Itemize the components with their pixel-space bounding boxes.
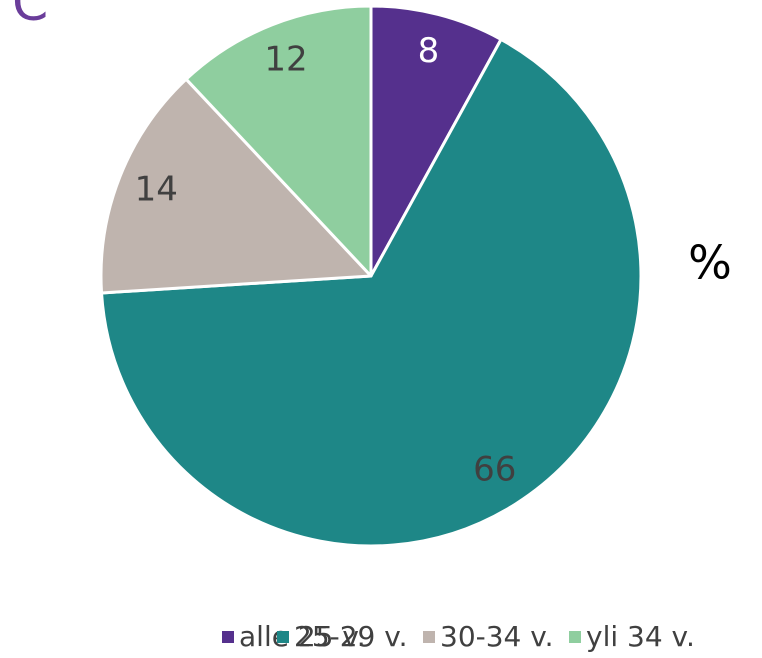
data-label: 8: [418, 31, 440, 71]
data-label: 14: [135, 169, 178, 209]
pie-slice: [100, 37, 643, 548]
legend-swatch: [423, 631, 435, 643]
chart-title: C: [12, 0, 48, 33]
legend-label: 25-29 v.: [294, 620, 408, 653]
legend-label: 30-34 v.: [440, 620, 554, 653]
legend-swatch: [277, 631, 289, 643]
pie-slice: [99, 77, 373, 295]
legend-swatch: [222, 631, 234, 643]
legend-swatch: [569, 631, 581, 643]
legend-label: alle 25 v.: [239, 620, 366, 653]
unit-label: %: [688, 236, 732, 290]
pie-slice: [184, 4, 373, 278]
data-label: 66: [473, 450, 516, 490]
data-label: 12: [264, 40, 307, 80]
legend-label: yli 34 v.: [586, 620, 695, 653]
pie-slice: [369, 4, 503, 278]
